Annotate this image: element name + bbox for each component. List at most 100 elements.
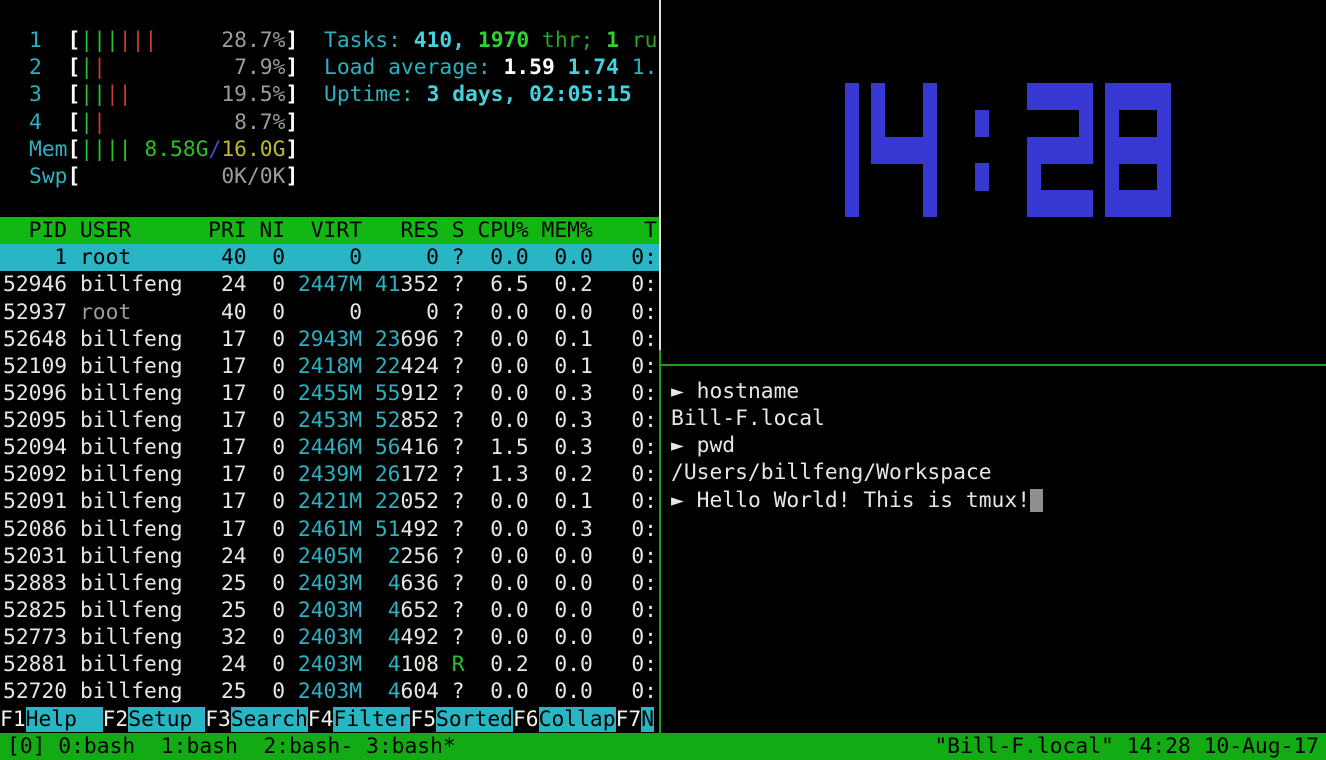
meter-tick: | bbox=[80, 136, 94, 162]
clock-digit-cell bbox=[1144, 190, 1158, 218]
state-cell: ? bbox=[438, 489, 465, 515]
meter-label: 3 bbox=[29, 82, 68, 108]
virt-cell: 2446M bbox=[285, 435, 363, 461]
process-row[interactable]: 1 root 40 0 0 0 ? 0.0 0.0 0: bbox=[0, 244, 660, 272]
res-cell-hi: 22 bbox=[374, 353, 401, 379]
clock-digit-cell bbox=[1040, 190, 1054, 218]
res-cell: 052 bbox=[400, 489, 439, 515]
clock-digit-cell bbox=[975, 163, 989, 191]
state-cell: ? bbox=[438, 516, 465, 542]
res-cell: 652 bbox=[400, 597, 439, 623]
terminal-cursor[interactable] bbox=[1030, 488, 1043, 512]
process-row[interactable]: 52946 billfeng 24 0 2447M 41352 ? 6.5 0.… bbox=[0, 271, 660, 298]
res-cell: 424 bbox=[400, 353, 439, 379]
clock-pane[interactable] bbox=[667, 0, 1326, 364]
process-row[interactable]: 52883 billfeng 25 0 2403M 4636 ? 0.0 0.0… bbox=[0, 570, 660, 597]
process-row[interactable]: 52086 billfeng 17 0 2461M 51492 ? 0.0 0.… bbox=[0, 516, 660, 543]
pid-cell: 52091 bbox=[3, 489, 80, 515]
horizontal-pane-border-active[interactable] bbox=[661, 364, 1326, 366]
process-row[interactable]: 52095 billfeng 17 0 2453M 52852 ? 0.0 0.… bbox=[0, 407, 660, 434]
process-row[interactable]: 52881 billfeng 24 0 2403M 4108 R 0.2 0.0… bbox=[0, 651, 660, 678]
output-text: /Users/billfeng/Workspace bbox=[671, 460, 992, 486]
pri-ni-cell: 17 0 bbox=[208, 408, 286, 434]
res-cell-hi: 26 bbox=[374, 462, 401, 488]
pid-cell: 52092 bbox=[3, 462, 80, 488]
meter-tick: | bbox=[80, 82, 94, 108]
process-row[interactable]: 52094 billfeng 17 0 2446M 56416 ? 1.5 0.… bbox=[0, 434, 660, 461]
clock-digit-cell bbox=[845, 136, 859, 164]
fkey-button-f4[interactable]: F4Filter bbox=[308, 706, 411, 732]
virt-cell: 2418M bbox=[285, 353, 363, 379]
state-cell: ? bbox=[438, 326, 465, 352]
process-row[interactable]: 52031 billfeng 24 0 2405M 2256 ? 0.0 0.0… bbox=[0, 543, 660, 570]
fkey-button-f5[interactable]: F5Sorted bbox=[410, 706, 513, 732]
tasks-load-uptime: Tasks: 410, 1970 thr; 1 ru Load average: … bbox=[324, 27, 657, 108]
process-row[interactable]: 52720 billfeng 25 0 2403M 4604 ? 0.0 0.0… bbox=[0, 678, 660, 705]
fkey-button-f7[interactable]: F7N bbox=[616, 706, 655, 732]
meter-bracket: ] bbox=[285, 109, 299, 135]
process-row[interactable]: 52109 billfeng 17 0 2418M 22424 ? 0.0 0.… bbox=[0, 353, 660, 380]
process-row[interactable]: 52937 root 40 0 0 0 ? 0.0 0.0 0: bbox=[0, 299, 660, 326]
res-cell: 636 bbox=[400, 570, 439, 596]
process-table-header[interactable]: PID USER PRI NI VIRT RES S CPU% MEM% T bbox=[0, 217, 660, 245]
virt-cell: 2403M bbox=[285, 679, 363, 705]
pri-ni-cell: 17 0 bbox=[208, 489, 286, 515]
cpu-mem-time-cell: 0.0 0.1 0: bbox=[464, 353, 657, 379]
process-row[interactable]: 52773 billfeng 32 0 2403M 4492 ? 0.0 0.0… bbox=[0, 624, 660, 651]
meter-tick: | bbox=[105, 28, 119, 54]
terminal-line: /Users/billfeng/Workspace bbox=[671, 459, 1043, 486]
process-row[interactable]: 52092 billfeng 17 0 2439M 26172 ? 1.3 0.… bbox=[0, 461, 660, 488]
process-row[interactable]: 52096 billfeng 17 0 2455M 55912 ? 0.0 0.… bbox=[0, 380, 660, 407]
user-cell: billfeng bbox=[79, 380, 209, 406]
virt-cell: 2405M bbox=[285, 543, 363, 569]
res-cell: 852 bbox=[400, 408, 439, 434]
state-cell: ? bbox=[438, 380, 465, 406]
clock-digit-cell bbox=[1105, 136, 1119, 164]
meter-bar: || 8.7% bbox=[80, 109, 285, 136]
meter-tick: | bbox=[80, 28, 94, 54]
res-cell-hi: 56 bbox=[374, 435, 401, 461]
prompt-arrow-icon: ► bbox=[671, 433, 697, 459]
meter-tick: | bbox=[80, 109, 94, 135]
meter-bracket: [ bbox=[67, 82, 81, 108]
fkey-button-f1[interactable]: F1Help bbox=[0, 706, 103, 732]
htop-pane[interactable]: 1 [|||||| 28.7%] 2 [|| 7.9%] 3 [|||| 19.5%] 4 … bbox=[0, 0, 660, 733]
res-cell-hi: 4 bbox=[387, 652, 401, 678]
meter-tick: | bbox=[144, 28, 158, 54]
shell-pane[interactable]: ► hostname Bill-F.local ► pwd/Users/billfe… bbox=[667, 366, 1326, 733]
state-cell: ? bbox=[438, 597, 465, 623]
pri-ni-cell: 17 0 bbox=[208, 516, 286, 542]
process-row[interactable]: 52825 billfeng 25 0 2403M 4652 ? 0.0 0.0… bbox=[0, 597, 660, 624]
meter-tick: | bbox=[80, 55, 94, 81]
meter-tick: | bbox=[93, 109, 106, 135]
cpu-mem-time-cell: 0.0 0.1 0: bbox=[464, 489, 657, 515]
process-row[interactable]: 52648 billfeng 17 0 2943M 23696 ? 0.0 0.… bbox=[0, 326, 660, 353]
state-cell: ? bbox=[438, 353, 465, 379]
prompt-arrow-icon: ► bbox=[671, 379, 697, 404]
state-cell: ? bbox=[438, 272, 465, 298]
fkey-button-f6[interactable]: F6Collap bbox=[513, 706, 616, 732]
user-cell: billfeng bbox=[79, 272, 209, 298]
vertical-pane-border[interactable] bbox=[659, 0, 661, 350]
meter-value: 7.9% bbox=[234, 55, 286, 81]
fkey-button-f2[interactable]: F2Setup bbox=[103, 706, 206, 732]
pid-cell: 52094 bbox=[3, 435, 80, 461]
user-cell: root bbox=[79, 299, 209, 325]
fkey-button-f3[interactable]: F3Search bbox=[205, 706, 308, 732]
res-cell: 492 bbox=[400, 516, 439, 542]
meter-bar: 0K/0K bbox=[80, 163, 285, 190]
meter-bracket: [ bbox=[67, 163, 81, 189]
pri-ni-cell: 24 0 bbox=[208, 652, 286, 678]
pri-ni-cell: 17 0 bbox=[208, 353, 286, 379]
vertical-pane-border-active[interactable] bbox=[659, 350, 661, 733]
res-cell: 604 bbox=[400, 679, 439, 705]
cpu-mem-time-cell: 0.0 0.0 0: bbox=[464, 679, 657, 705]
res-cell-hi: 52 bbox=[374, 408, 401, 434]
virt-cell: 2439M bbox=[285, 462, 363, 488]
res-cell-hi: 55 bbox=[374, 380, 401, 406]
clock-digit-cell bbox=[975, 109, 989, 138]
process-row[interactable]: 52091 billfeng 17 0 2421M 22052 ? 0.0 0.… bbox=[0, 488, 660, 515]
clock-digit-cell bbox=[1105, 190, 1119, 218]
virt-cell: 2943M bbox=[285, 326, 363, 352]
res-cell-hi: 4 bbox=[387, 570, 401, 596]
